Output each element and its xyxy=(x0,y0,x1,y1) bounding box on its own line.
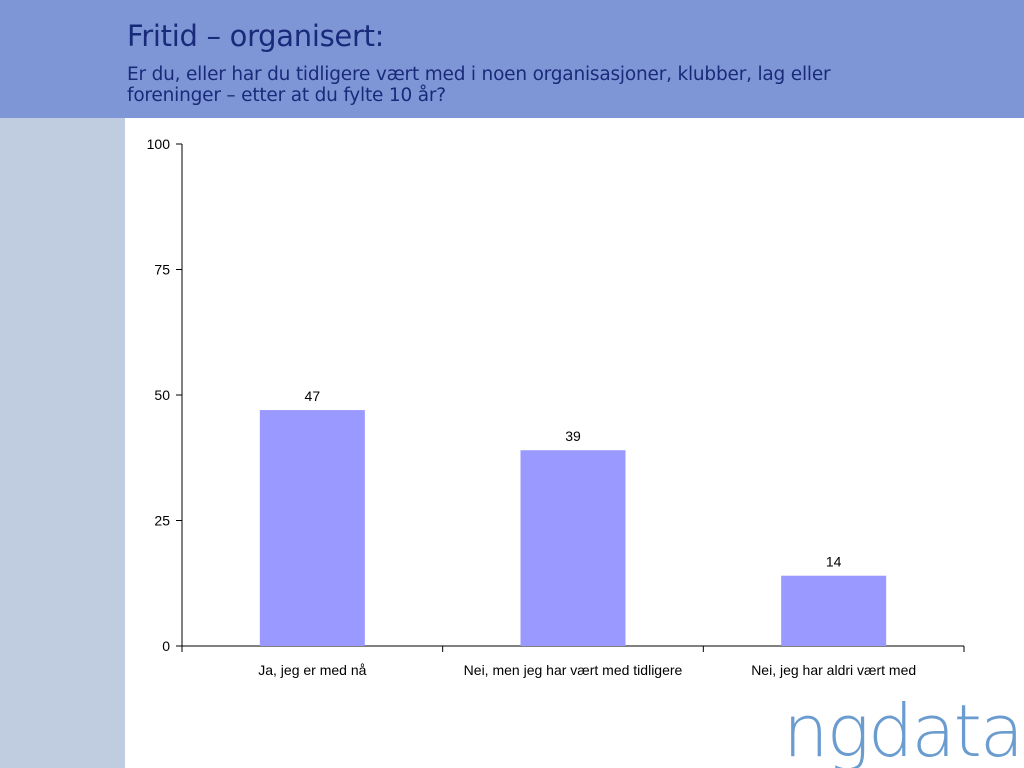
x-category-label: Nei, men jeg har vært med tidligere xyxy=(464,662,683,678)
data-label: 39 xyxy=(565,428,581,444)
y-tick-label: 50 xyxy=(154,387,170,403)
data-labels: 47 39 14 xyxy=(305,388,842,570)
bar xyxy=(259,410,365,646)
x-category-label: Ja, jeg er med nå xyxy=(258,662,366,678)
data-label: 47 xyxy=(305,388,321,404)
y-tick-label: 75 xyxy=(154,262,170,278)
header-band xyxy=(0,0,1024,118)
bar-chart: 0 25 50 75 100 Ja, jeg er med nå Nei, men jeg… xyxy=(147,136,965,678)
y-axis: 0 25 50 75 100 xyxy=(147,136,183,654)
y-tick-label: 25 xyxy=(154,513,170,529)
bars xyxy=(259,410,887,646)
x-axis: Ja, jeg er med nå Nei, men jeg har vært m… xyxy=(176,645,965,678)
y-tick-label: 0 xyxy=(162,638,170,654)
bar xyxy=(781,575,887,646)
bar xyxy=(520,450,626,646)
logo-text: ungdata xyxy=(790,694,1022,768)
slide-title: Fritid – organisert: xyxy=(127,19,385,53)
slide-subtitle: Er du, eller har du tidligere vært med i… xyxy=(127,64,831,106)
data-label: 14 xyxy=(826,554,842,570)
x-category-label: Nei, jeg har aldri vært med xyxy=(751,662,916,678)
side-band xyxy=(0,118,125,768)
y-tick-label: 100 xyxy=(147,136,171,152)
ungdata-logo: ungdata xyxy=(790,694,1022,768)
